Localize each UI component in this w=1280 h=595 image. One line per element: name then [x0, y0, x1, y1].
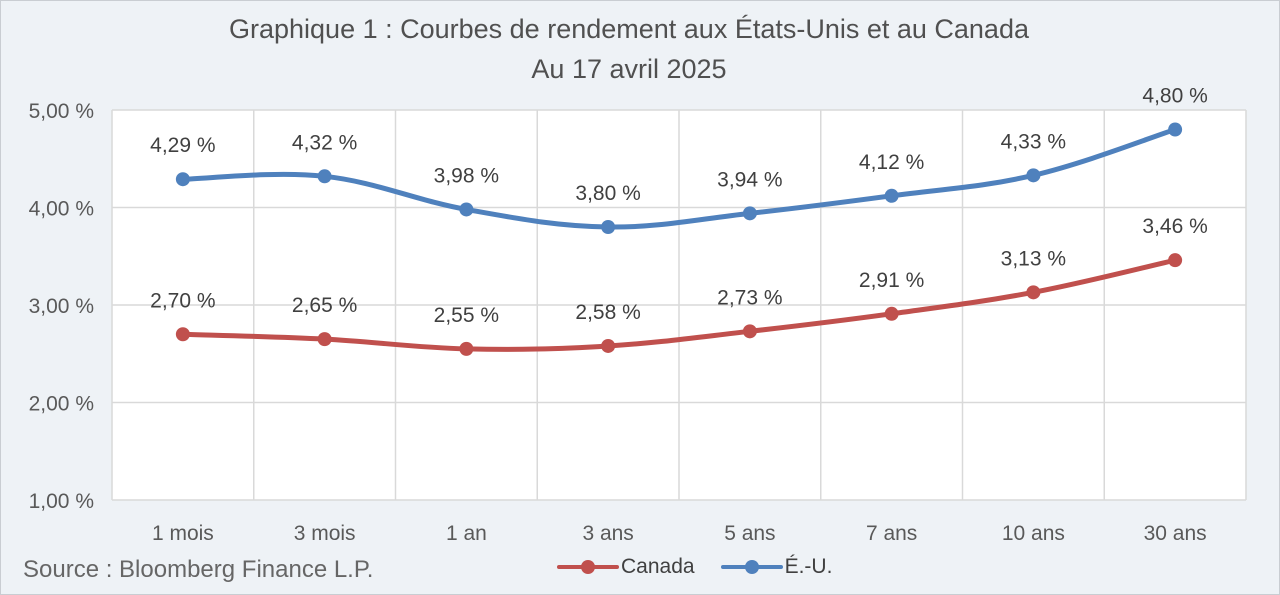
data-point	[317, 332, 332, 347]
x-tick-label: 10 ans	[1002, 522, 1065, 545]
data-label: 4,80 %	[1142, 85, 1207, 108]
data-label: 3,46 %	[1142, 215, 1207, 238]
y-tick-label: 5,00 %	[29, 100, 94, 123]
data-point	[601, 338, 616, 353]
legend-swatch	[557, 560, 619, 574]
data-label: 4,29 %	[150, 134, 215, 157]
series-line-us	[180, 127, 1178, 230]
x-tick-label: 5 ans	[724, 522, 775, 545]
x-tick-label: 1 an	[446, 522, 487, 545]
x-tick-label: 7 ans	[866, 522, 917, 545]
data-point	[175, 327, 190, 342]
data-label: 2,70 %	[150, 289, 215, 312]
data-label: 4,32 %	[292, 131, 357, 154]
legend-item-us: É.-U.	[720, 555, 833, 579]
data-point	[1026, 285, 1041, 300]
y-tick-label: 4,00 %	[29, 198, 94, 221]
data-point	[742, 324, 757, 339]
data-point	[459, 202, 474, 217]
legend-label: Canada	[621, 555, 695, 578]
data-label: 3,80 %	[575, 182, 640, 205]
data-point	[317, 169, 332, 184]
data-label: 2,73 %	[717, 286, 782, 309]
data-point	[1026, 168, 1041, 183]
legend-label: É.-U.	[784, 555, 833, 578]
data-label: 3,94 %	[717, 168, 782, 191]
data-point	[884, 188, 899, 203]
source-note: Source : Bloomberg Finance L.P.	[23, 556, 374, 583]
legend-item-canada: Canada	[557, 555, 695, 579]
x-tick-label: 3 ans	[582, 522, 633, 545]
chart-title: Graphique 1 : Courbes de rendement aux É…	[229, 14, 1029, 44]
data-point	[175, 172, 190, 187]
x-tick-label: 1 mois	[152, 522, 214, 545]
y-tick-label: 1,00 %	[29, 490, 94, 513]
data-label: 3,98 %	[434, 164, 499, 187]
data-label: 4,33 %	[1001, 130, 1066, 153]
legend: Canada É.-U.	[557, 555, 858, 579]
data-point	[1168, 253, 1183, 268]
data-label: 2,65 %	[292, 294, 357, 317]
data-label: 3,13 %	[1001, 247, 1066, 270]
data-point	[601, 220, 616, 234]
x-tick-label: 30 ans	[1144, 522, 1207, 545]
data-label: 2,58 %	[575, 301, 640, 324]
data-point	[884, 306, 899, 321]
x-tick-label: 3 mois	[294, 522, 356, 545]
chart-title-block: Graphique 1 : Courbes de rendement aux É…	[1, 9, 1257, 89]
data-label: 4,12 %	[859, 151, 924, 174]
chart-subtitle: Au 17 avril 2025	[531, 54, 727, 84]
y-tick-label: 3,00 %	[29, 295, 94, 318]
data-label: 2,55 %	[434, 304, 499, 327]
legend-swatch	[720, 560, 783, 574]
data-point	[459, 341, 474, 356]
data-point	[742, 206, 757, 221]
data-label: 2,91 %	[859, 269, 924, 292]
y-tick-label: 2,00 %	[29, 393, 94, 416]
data-point	[1168, 122, 1183, 137]
